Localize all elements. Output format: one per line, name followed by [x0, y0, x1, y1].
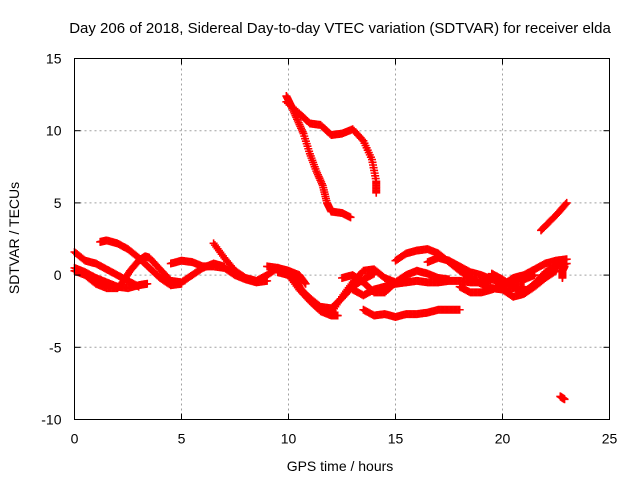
data-point: [296, 122, 305, 131]
y-tick-label: -5: [49, 339, 62, 355]
y-tick-label: -10: [41, 412, 61, 428]
data-point: [297, 124, 306, 133]
x-axis-label: GPS time / hours: [287, 458, 394, 474]
data-point: [313, 168, 322, 177]
data-point: [315, 174, 324, 183]
data-point: [312, 167, 321, 176]
data-point: [313, 170, 322, 179]
data-point: [316, 176, 325, 185]
y-tick-label: 0: [54, 267, 62, 283]
x-tick-label: 0: [71, 431, 79, 447]
series-arc-21: [556, 392, 569, 404]
data-point: [293, 116, 302, 125]
x-tick-label: 25: [602, 431, 618, 447]
data-point: [550, 267, 559, 276]
data-point: [317, 177, 326, 186]
data-point: [372, 188, 381, 197]
y-tick-label: 15: [46, 51, 62, 67]
data-point: [562, 198, 571, 207]
data-point: [317, 179, 326, 188]
y-tick-label: 5: [54, 195, 62, 211]
y-tick-label: 10: [46, 123, 62, 139]
series-arc-15: [455, 255, 571, 297]
data-point: [300, 278, 309, 287]
data-point: [346, 213, 355, 222]
data-point: [560, 395, 569, 404]
data-point: [455, 305, 464, 314]
series-arc-17: [498, 266, 560, 301]
axes-layer: 0 5 10 15 20 25 -10 -5 0 5 10 15: [41, 51, 617, 447]
data-point: [561, 200, 570, 209]
data-point: [314, 172, 323, 181]
data-point: [298, 127, 307, 136]
series-arc-4: [96, 236, 186, 290]
data-layer: [70, 92, 571, 404]
y-axis-label: SDTVAR / TECUs: [6, 182, 22, 294]
data-point: [560, 262, 569, 271]
x-tick-label: 20: [495, 431, 511, 447]
series-arc-16: [487, 259, 571, 297]
data-point: [295, 120, 304, 129]
chart-title: Day 206 of 2018, Sidereal Day-to-day VTE…: [69, 20, 611, 37]
data-point: [333, 311, 342, 320]
plot-frame: [74, 58, 610, 420]
series-arc-20: [537, 198, 571, 235]
series-arc-22: [558, 262, 569, 282]
series-arc-19: [282, 97, 381, 197]
x-tick-label: 15: [388, 431, 404, 447]
data-point: [293, 115, 302, 124]
data-point: [143, 279, 152, 288]
x-tick-label: 5: [178, 431, 186, 447]
x-tick-label: 10: [281, 431, 297, 447]
data-point: [177, 279, 186, 288]
data-point: [294, 118, 303, 127]
series-arc-12: [359, 305, 464, 321]
data-point: [301, 279, 310, 288]
series-arc-11: [348, 275, 496, 300]
data-point: [297, 125, 306, 134]
